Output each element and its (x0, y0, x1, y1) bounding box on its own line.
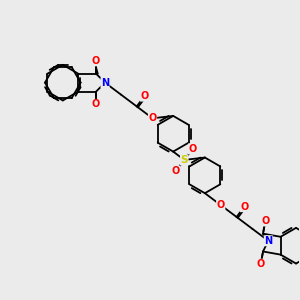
Text: N: N (264, 236, 272, 246)
Text: O: O (256, 259, 265, 269)
Text: O: O (172, 166, 180, 176)
Text: O: O (140, 91, 148, 101)
Text: N: N (101, 78, 109, 88)
Text: S: S (181, 155, 188, 165)
Text: O: O (217, 200, 225, 210)
Text: O: O (188, 144, 197, 154)
Text: O: O (92, 99, 100, 110)
Text: O: O (240, 202, 248, 212)
Text: O: O (261, 216, 269, 226)
Text: O: O (148, 113, 157, 123)
Text: O: O (92, 56, 100, 66)
